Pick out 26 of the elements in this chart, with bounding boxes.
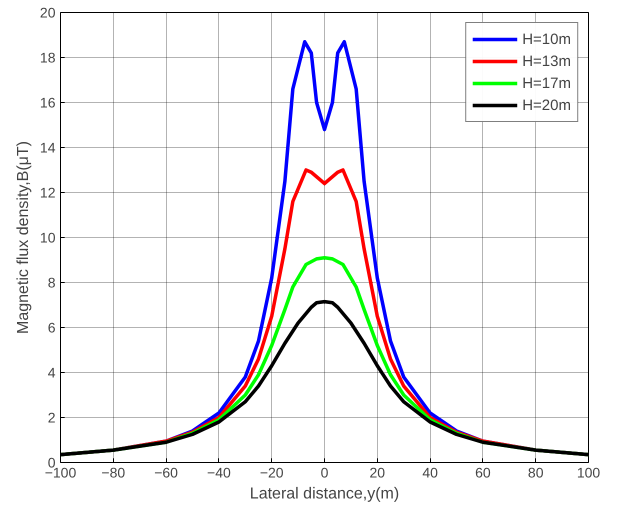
y-tick-label: 2 — [48, 410, 56, 426]
x-tick-label: 0 — [320, 464, 329, 480]
y-tick-label: 12 — [40, 184, 56, 200]
x-tick-label: −20 — [260, 464, 284, 480]
legend-label: H=20m — [522, 96, 571, 114]
legend-label: H=10m — [522, 30, 571, 48]
x-tick-label: −60 — [154, 464, 178, 480]
legend-label: H=17m — [522, 74, 571, 92]
y-tick-label: 8 — [48, 274, 56, 290]
legend-label: H=13m — [522, 52, 571, 70]
y-tick-label: 18 — [40, 50, 56, 66]
y-tick-label: 14 — [40, 140, 56, 156]
x-tick-label: 100 — [576, 464, 600, 480]
x-tick-label: 80 — [528, 464, 544, 480]
x-tick-label: −40 — [207, 464, 231, 480]
x-axis-title: Lateral distance,y(m) — [250, 486, 400, 502]
y-tick-label: 6 — [48, 320, 56, 336]
y-axis-title: Magnetic flux density,B(μT) — [14, 141, 32, 334]
x-tick-label: −80 — [101, 464, 126, 480]
y-tick-label: 20 — [40, 4, 56, 20]
y-tick-label: 16 — [40, 94, 56, 110]
x-tick-label: 20 — [370, 464, 386, 480]
x-tick-label: 60 — [475, 464, 491, 480]
x-tick-label: 40 — [422, 464, 438, 480]
y-tick-label: 4 — [48, 364, 56, 380]
y-tick-label: 10 — [40, 230, 56, 246]
